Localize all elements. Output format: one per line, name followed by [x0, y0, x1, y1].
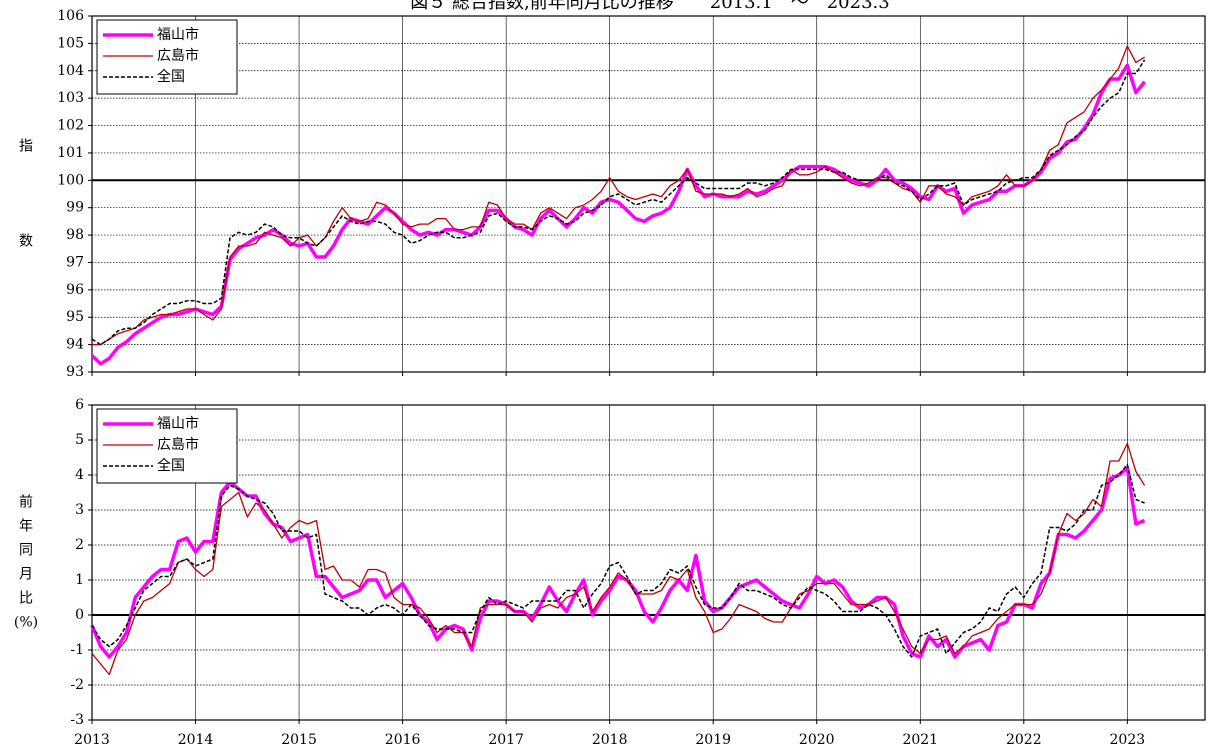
legend-label: 福山市	[157, 415, 199, 432]
legend-box	[96, 19, 238, 95]
series-line	[92, 45, 1145, 346]
y-tick-label: 98	[66, 227, 84, 243]
x-tick-label: 2014	[178, 732, 214, 748]
x-tick-label: 2016	[385, 732, 421, 748]
x-tick-label: 2013	[74, 732, 110, 748]
y-tick-label: -2	[70, 677, 84, 693]
x-tick-label: 2017	[488, 732, 524, 748]
y-tick-label: 94	[66, 337, 84, 353]
series-line	[91, 59, 1146, 346]
y-tick-label: 104	[57, 63, 84, 79]
legend-box	[96, 408, 238, 484]
series-line	[90, 466, 1146, 659]
series-line	[91, 442, 1146, 676]
x-tick-label: 2018	[592, 732, 628, 748]
y-tick-label: 4	[75, 467, 84, 483]
x-tick-label: 2023	[1110, 732, 1146, 748]
y-tick-label: -1	[70, 642, 84, 658]
legend-label: 福山市	[157, 26, 199, 43]
y-axis-label: 前	[19, 494, 33, 511]
plot-frame	[91, 404, 1206, 721]
y-axis-label: 比	[19, 591, 33, 607]
y-tick-label: 106	[57, 8, 84, 24]
x-tick-label: 2021	[902, 732, 938, 748]
y-tick-label: 2	[75, 537, 84, 553]
y-tick-label: 97	[66, 254, 84, 270]
y-tick-label: 96	[66, 282, 84, 298]
y-axis-label: 数	[19, 234, 33, 250]
series-line	[90, 63, 1146, 366]
legend-label: 全国	[157, 68, 185, 85]
y-tick-label: -3	[70, 712, 84, 728]
legend-label: 広島市	[157, 47, 199, 64]
y-tick-label: 5	[75, 432, 84, 448]
y-tick-label: 100	[57, 172, 84, 188]
y-axis-label: 同	[19, 543, 33, 559]
y-tick-label: 95	[66, 309, 84, 325]
legend-label: 広島市	[157, 436, 199, 453]
y-tick-label: 1	[75, 572, 84, 588]
x-tick-label: 2019	[695, 732, 731, 748]
y-axis-label: (%)	[14, 615, 38, 631]
y-tick-label: 0	[75, 607, 84, 623]
y-axis-label: 指	[19, 139, 33, 155]
y-tick-label: 103	[57, 90, 84, 106]
y-tick-label: 3	[75, 502, 84, 518]
x-tick-label: 2015	[281, 732, 317, 748]
x-tick-label: 2020	[799, 732, 835, 748]
y-tick-label: 105	[57, 35, 84, 51]
y-axis-label: 年	[19, 519, 33, 535]
y-tick-label: 101	[57, 145, 84, 161]
y-tick-label: 99	[66, 200, 84, 216]
legend-label: 全国	[157, 457, 185, 474]
series-line	[91, 463, 1145, 658]
y-tick-label: 93	[66, 364, 84, 380]
y-tick-label: 102	[57, 118, 84, 134]
x-tick-label: 2022	[1006, 732, 1042, 748]
plot-frame	[91, 15, 1206, 373]
y-axis-label: 月	[19, 567, 33, 583]
title: 図５ 総合指数,前年同月比の推移 2013.1 ～ 2023.3	[410, 0, 889, 13]
y-tick-label: 6	[75, 397, 84, 413]
